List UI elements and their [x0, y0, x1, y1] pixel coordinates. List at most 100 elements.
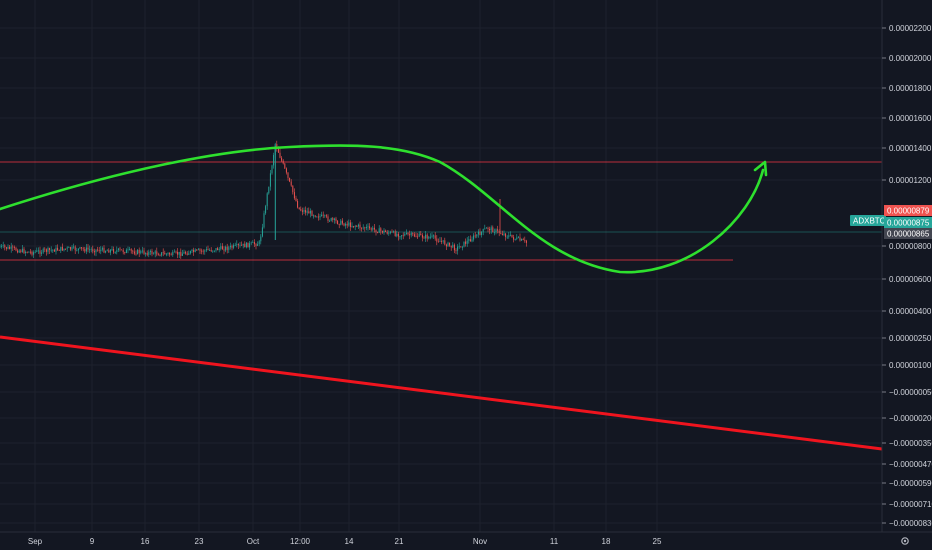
candle-body — [119, 248, 121, 250]
candle-body — [361, 227, 363, 229]
candle-body — [490, 227, 492, 231]
candle-body — [42, 248, 44, 253]
candle-body — [186, 253, 188, 255]
candle-body — [60, 246, 62, 251]
candle-body — [279, 152, 281, 158]
time-axis[interactable] — [0, 532, 932, 550]
candle-body — [378, 228, 380, 233]
candle-body — [31, 251, 33, 255]
candle-body — [314, 215, 316, 217]
candle-body — [277, 148, 279, 153]
price-tick-label: −0.00000050 — [889, 388, 932, 397]
candle-body — [193, 249, 195, 253]
candle-body — [13, 247, 15, 249]
time-tick-label: 11 — [550, 537, 559, 546]
candle-body — [21, 248, 23, 252]
candle-body — [351, 226, 353, 227]
candle-body — [348, 222, 350, 226]
candle-body — [303, 210, 305, 212]
chart-settings-gear-icon[interactable] — [901, 537, 909, 545]
candle-series — [0, 140, 527, 259]
candle-body — [258, 241, 260, 245]
price-tick-label: 0.00002000 — [889, 54, 932, 63]
candle-body — [69, 247, 71, 250]
projected-path-arrowhead[interactable] — [753, 160, 768, 177]
candle-body — [127, 249, 129, 251]
candle-body — [236, 244, 238, 245]
candle-body — [79, 247, 81, 249]
descending-trend-line[interactable] — [0, 335, 883, 451]
candle-body — [76, 250, 78, 252]
candle-body — [460, 246, 462, 248]
candle-body — [492, 227, 494, 233]
candle-body — [77, 248, 79, 251]
candle-body — [343, 223, 345, 226]
price-tag-high-box — [884, 205, 932, 216]
candle-body — [300, 209, 302, 211]
candle-body — [210, 249, 212, 252]
candle-body — [0, 246, 1, 248]
candle-body — [330, 218, 332, 221]
candle-body — [297, 201, 299, 208]
candle-body — [74, 246, 76, 251]
candle-body — [178, 251, 180, 255]
candle-body — [237, 244, 239, 246]
candle-body — [252, 242, 254, 243]
candle-body — [181, 253, 183, 256]
candle-body — [105, 251, 107, 253]
candle-body — [111, 249, 113, 250]
candle-body — [231, 245, 233, 248]
candle-body — [36, 250, 38, 252]
candle-body — [55, 247, 57, 252]
candle-body — [145, 252, 147, 254]
candle-body — [290, 181, 292, 186]
time-tick-label: Oct — [247, 537, 260, 546]
candle-body — [519, 237, 521, 241]
candle-body — [100, 249, 102, 252]
candle-body — [159, 255, 161, 256]
candle-body — [313, 215, 315, 217]
candle-body — [463, 241, 465, 247]
time-tick-label: 14 — [345, 537, 354, 546]
candle-body — [45, 249, 47, 252]
candle-body — [380, 228, 382, 231]
candle-body — [49, 248, 51, 250]
candle-body — [433, 235, 435, 237]
candle-body — [209, 249, 211, 251]
candle-body — [263, 213, 265, 228]
candle-body — [498, 230, 500, 234]
candle-body — [394, 231, 396, 237]
candle-body — [469, 239, 471, 242]
candle-body — [284, 163, 286, 169]
candle-body — [412, 232, 414, 235]
candle-body — [372, 227, 374, 230]
candle-body — [162, 252, 164, 254]
candle-body — [7, 246, 9, 249]
candle-body — [268, 186, 270, 194]
candle-body — [73, 246, 75, 248]
candle-body — [196, 249, 198, 251]
candle-body — [199, 249, 201, 251]
candle-body — [122, 249, 124, 253]
candle-body — [349, 222, 351, 227]
candle-body — [362, 227, 364, 229]
price-tick-label: −0.00000200 — [889, 414, 932, 423]
candle-body — [383, 230, 385, 233]
projected-path-curve[interactable] — [0, 144, 765, 274]
candle-body — [138, 249, 140, 254]
candle-body — [141, 250, 143, 252]
candle-body — [229, 245, 231, 248]
time-tick-label: 9 — [90, 537, 95, 546]
candle-body — [249, 243, 251, 248]
candle-body — [28, 251, 30, 253]
candle-body — [461, 246, 463, 248]
candle-body — [114, 252, 116, 253]
candle-body — [333, 218, 335, 220]
candle-body — [234, 244, 236, 246]
candle-body — [52, 249, 54, 251]
price-tick-label: 0.00001800 — [889, 84, 932, 93]
candle-body — [228, 247, 230, 250]
price-axis[interactable] — [882, 0, 932, 550]
candle-body — [381, 230, 383, 233]
candle-body — [399, 236, 401, 238]
